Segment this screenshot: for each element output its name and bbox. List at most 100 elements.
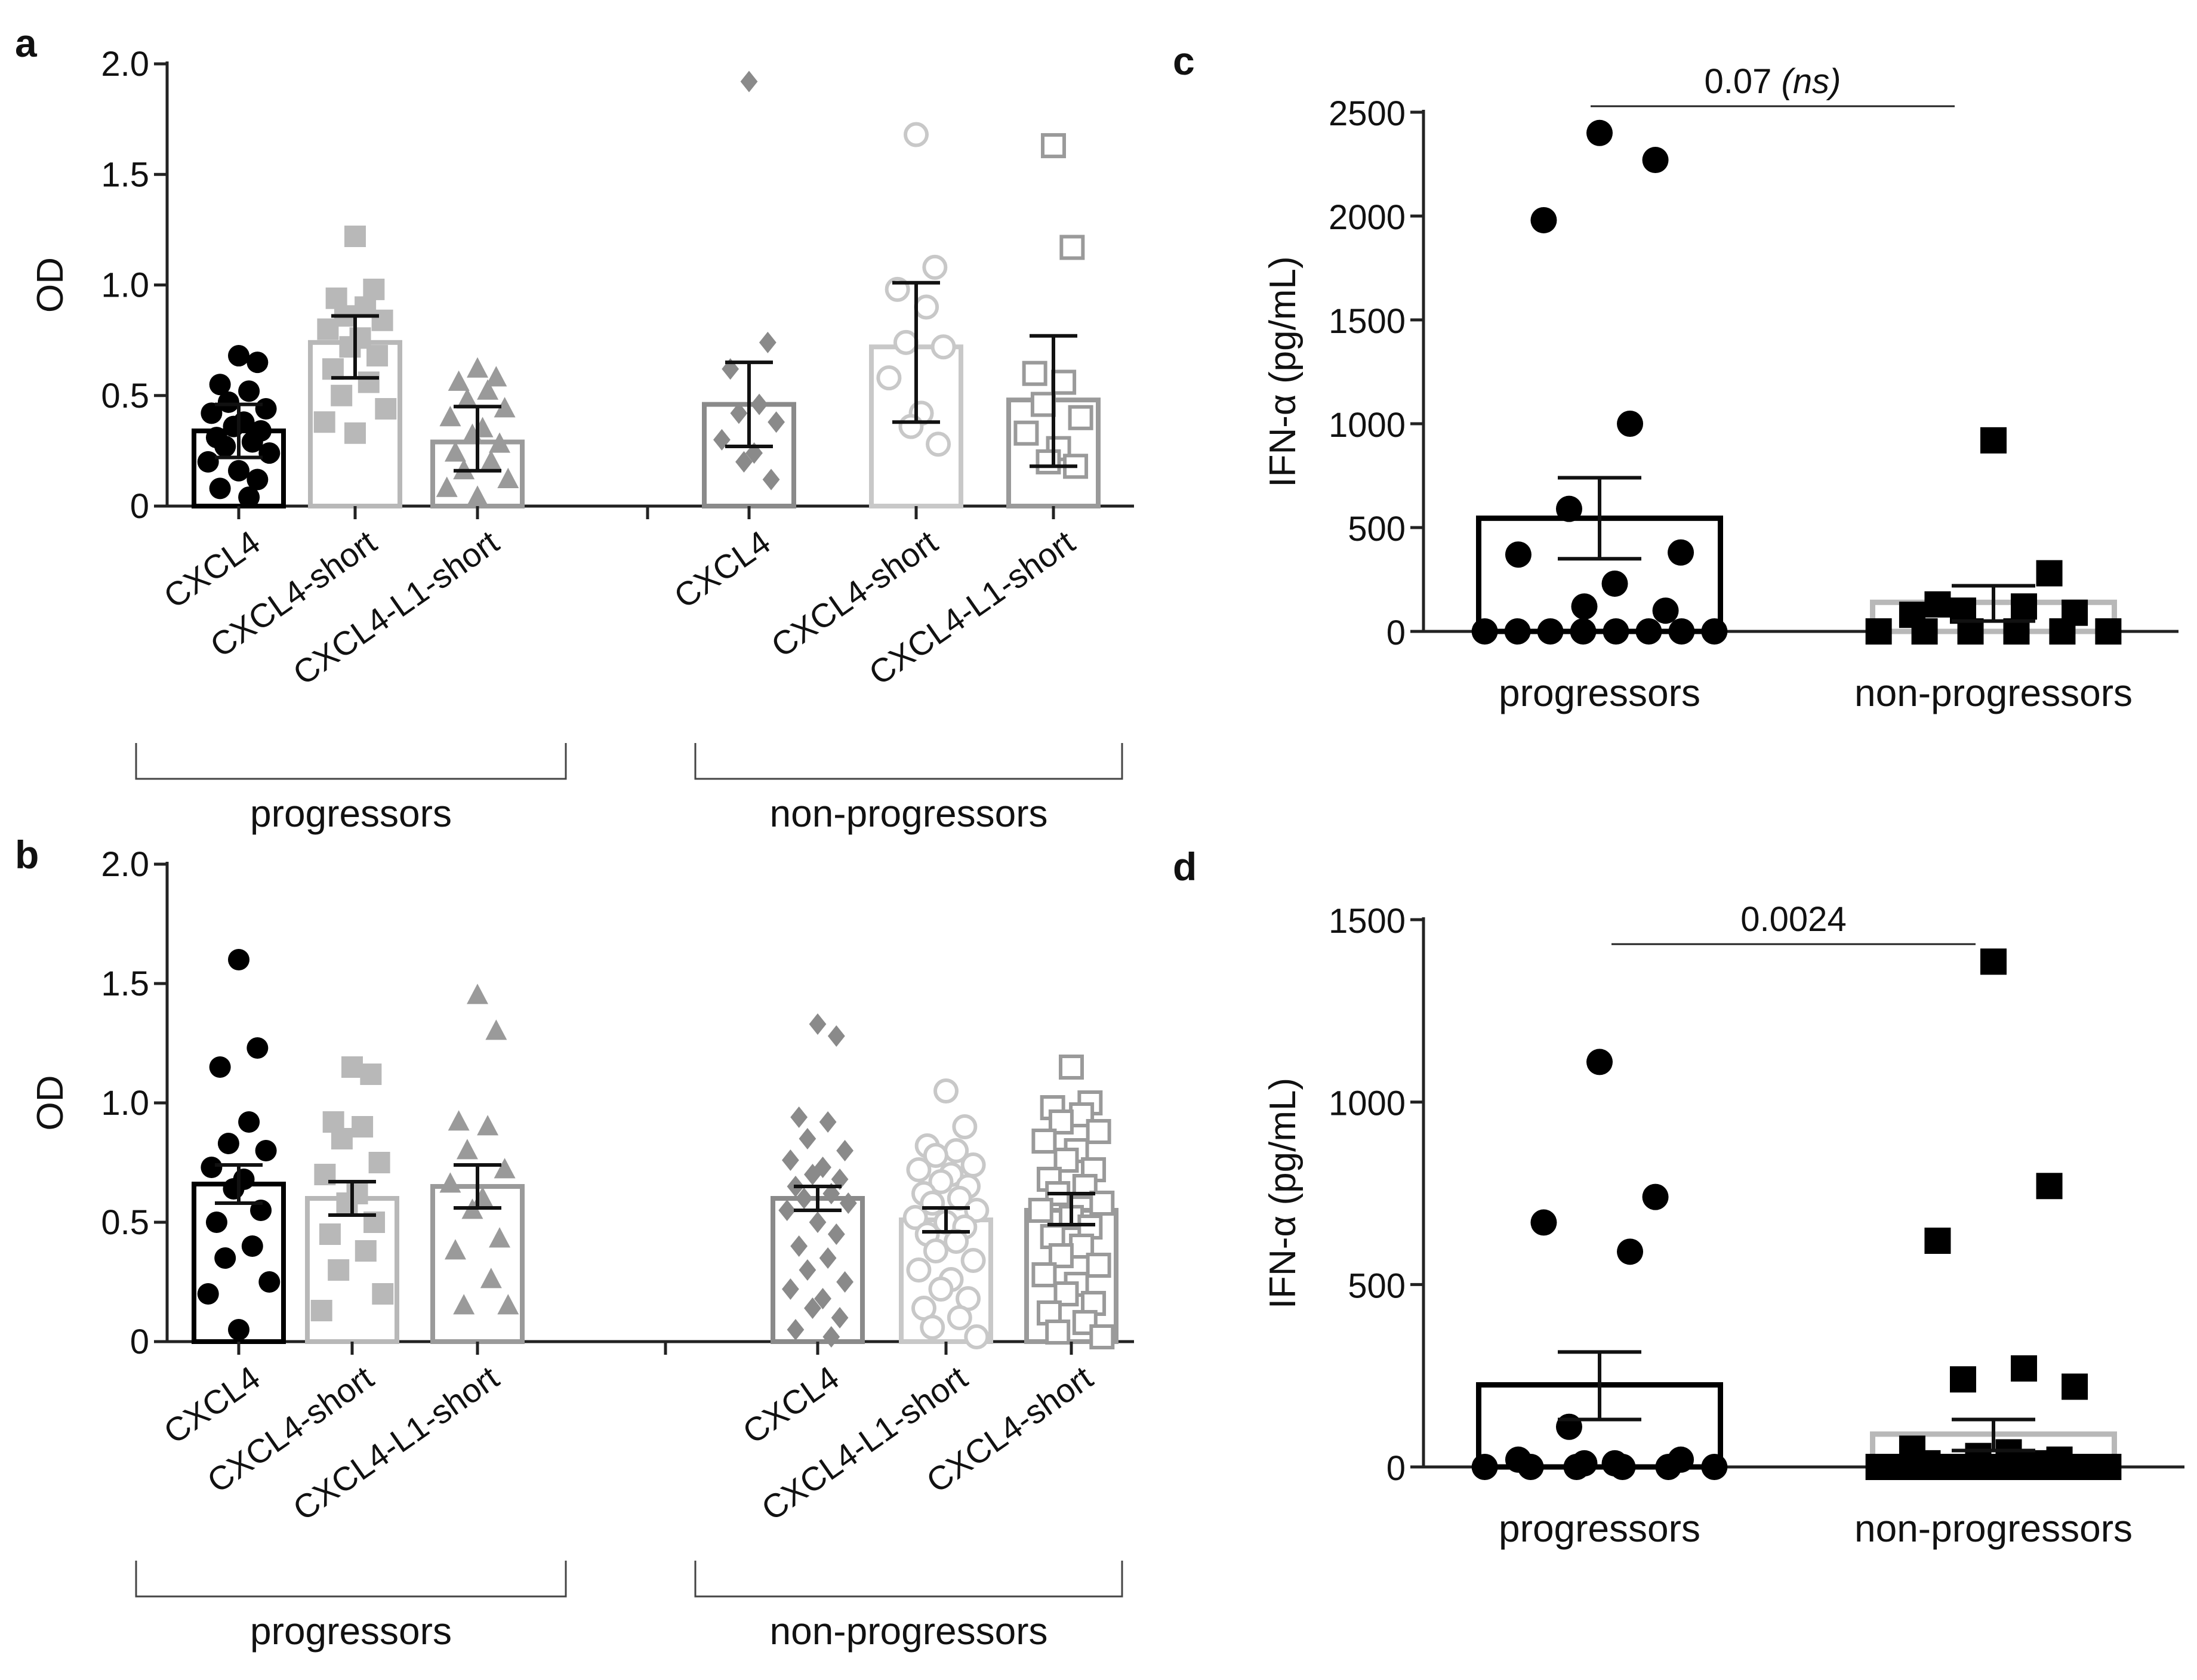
error-bar [454, 405, 501, 473]
data-point [1028, 1198, 1053, 1223]
data-point [730, 402, 748, 424]
error-bar [725, 360, 773, 448]
data-point [489, 432, 511, 453]
data-point [241, 431, 263, 453]
data-point [355, 1240, 377, 1262]
y-axis-label: OD [30, 1075, 71, 1131]
data-point [217, 1133, 239, 1154]
data-point [497, 1294, 519, 1315]
p-value-label: 0.0024 [1740, 900, 1846, 939]
data-point [1563, 1454, 1590, 1480]
data-point [352, 1116, 374, 1138]
data-point [497, 467, 519, 488]
bar-series [308, 225, 402, 509]
data-point [799, 1259, 816, 1281]
y-tick-label: 1.5 [101, 155, 149, 194]
data-point [241, 1235, 263, 1257]
data-point [1980, 948, 2007, 975]
data-point [923, 1238, 948, 1263]
error-bar [1558, 1350, 1641, 1422]
data-point [1586, 1049, 1613, 1075]
y-tick-label: 0 [1386, 614, 1406, 652]
data-point [1086, 1119, 1111, 1144]
error-bar [922, 1206, 970, 1234]
data-point [1642, 147, 1669, 174]
data-point [1086, 1253, 1111, 1278]
data-point [831, 1307, 849, 1328]
error-bar [215, 402, 263, 460]
y-tick-label: 1500 [1329, 902, 1406, 941]
data-point [926, 431, 951, 457]
data-point [952, 1114, 978, 1139]
data-point [1471, 618, 1498, 645]
category-label: progressors [1499, 671, 1700, 714]
data-point [1068, 405, 1093, 430]
bar-series [1024, 1055, 1118, 1349]
group-bracket [694, 1561, 1123, 1598]
error-bar [1047, 1192, 1095, 1226]
data-point [228, 460, 249, 482]
data-point [759, 331, 777, 353]
data-point [366, 345, 389, 367]
y-axis-label: IFN-α (pg/mL) [1262, 256, 1304, 487]
data-point [960, 1152, 986, 1177]
data-point [246, 468, 269, 491]
data-point [964, 1324, 990, 1349]
data-point [368, 1152, 390, 1173]
data-point [1911, 618, 1938, 645]
error-bar [794, 1185, 842, 1212]
data-point [372, 1283, 394, 1305]
data-point [209, 1056, 231, 1078]
data-point [1089, 1324, 1115, 1349]
bar-series [869, 122, 963, 508]
data-point [762, 468, 780, 491]
data-point [1617, 1238, 1644, 1265]
data-point [799, 1128, 816, 1149]
panel-letter: d [1173, 844, 1197, 889]
bar-series [702, 70, 796, 508]
data-point [371, 309, 393, 331]
data-point [331, 384, 353, 406]
data-point [947, 1305, 972, 1330]
data-point [795, 1188, 813, 1209]
data-point [922, 254, 948, 280]
data-point [319, 1223, 341, 1245]
significance-annotation: 0.0024 [1611, 900, 1976, 945]
y-tick-label: 0 [130, 487, 149, 526]
data-point [819, 1247, 837, 1269]
data-point [255, 397, 277, 420]
data-point [375, 397, 397, 420]
data-point [477, 379, 499, 400]
data-point [485, 1019, 507, 1040]
data-point [1051, 369, 1077, 395]
data-point [944, 1229, 969, 1254]
panel-letter: a [15, 21, 38, 65]
data-point [1036, 449, 1061, 474]
category-label: CXCL4-L1-short [286, 1358, 506, 1528]
data-point [489, 1227, 511, 1248]
data-point [358, 371, 380, 393]
data-point [1701, 1454, 1728, 1480]
y-tick-label: 1500 [1329, 302, 1406, 341]
data-point [1059, 1055, 1084, 1080]
data-point [1041, 133, 1066, 159]
data-point [436, 476, 458, 497]
error-bar [454, 1163, 501, 1210]
data-point [444, 441, 466, 462]
data-point [1045, 1320, 1071, 1345]
panel-letter: b [15, 833, 39, 877]
data-point [456, 1139, 478, 1160]
data-point [819, 1111, 837, 1133]
data-point [214, 435, 236, 457]
data-point [787, 1319, 805, 1340]
data-point [1701, 618, 1728, 645]
data-point [201, 1157, 223, 1178]
data-point [1668, 618, 1695, 645]
data-point [456, 388, 478, 409]
data-point [740, 70, 758, 93]
bar-series [1865, 948, 2122, 1480]
data-point [238, 486, 260, 508]
data-point [313, 411, 335, 433]
data-point [480, 450, 502, 471]
